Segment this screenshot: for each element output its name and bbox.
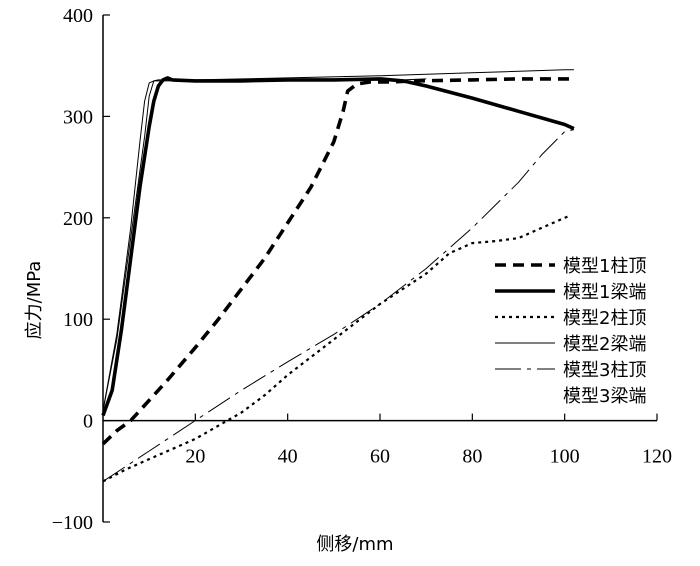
legend-label: 模型1梁端 — [563, 282, 646, 303]
x-tick-label: 80 — [462, 446, 482, 468]
y-tick-label: 0 — [83, 411, 93, 433]
y-tick-label: 400 — [63, 5, 93, 27]
series-line-1 — [101, 77, 574, 446]
y-tick-label: 300 — [63, 106, 93, 128]
y-tick-label: 100 — [63, 309, 93, 331]
legend-label: 模型1柱顶 — [563, 256, 646, 277]
series-layer — [101, 69, 575, 483]
series-line-3 — [102, 214, 570, 483]
series-line-6 — [102, 78, 427, 411]
legend-label: 模型3柱顶 — [563, 360, 646, 381]
axes: −100 0 100 200 300 400 20 40 60 80 100 120 — [52, 5, 672, 534]
x-axis-title: 侧移/mm — [316, 534, 393, 555]
legend-label: 模型3梁端 — [563, 386, 646, 407]
y-tick-label: −100 — [52, 512, 93, 534]
x-tick-label: 120 — [642, 446, 672, 468]
x-tick-label: 60 — [370, 446, 390, 468]
y-tick-label: 200 — [63, 208, 93, 230]
x-tick-label: 100 — [550, 446, 580, 468]
series-line-4 — [102, 69, 574, 411]
legend-label: 模型2柱顶 — [563, 308, 646, 329]
y-axis-title: 应力/MPa — [24, 261, 45, 340]
x-tick-label: 20 — [185, 446, 205, 468]
x-tick-label: 40 — [278, 446, 298, 468]
series-line-5 — [102, 129, 575, 482]
legend-label: 模型2梁端 — [563, 334, 646, 355]
